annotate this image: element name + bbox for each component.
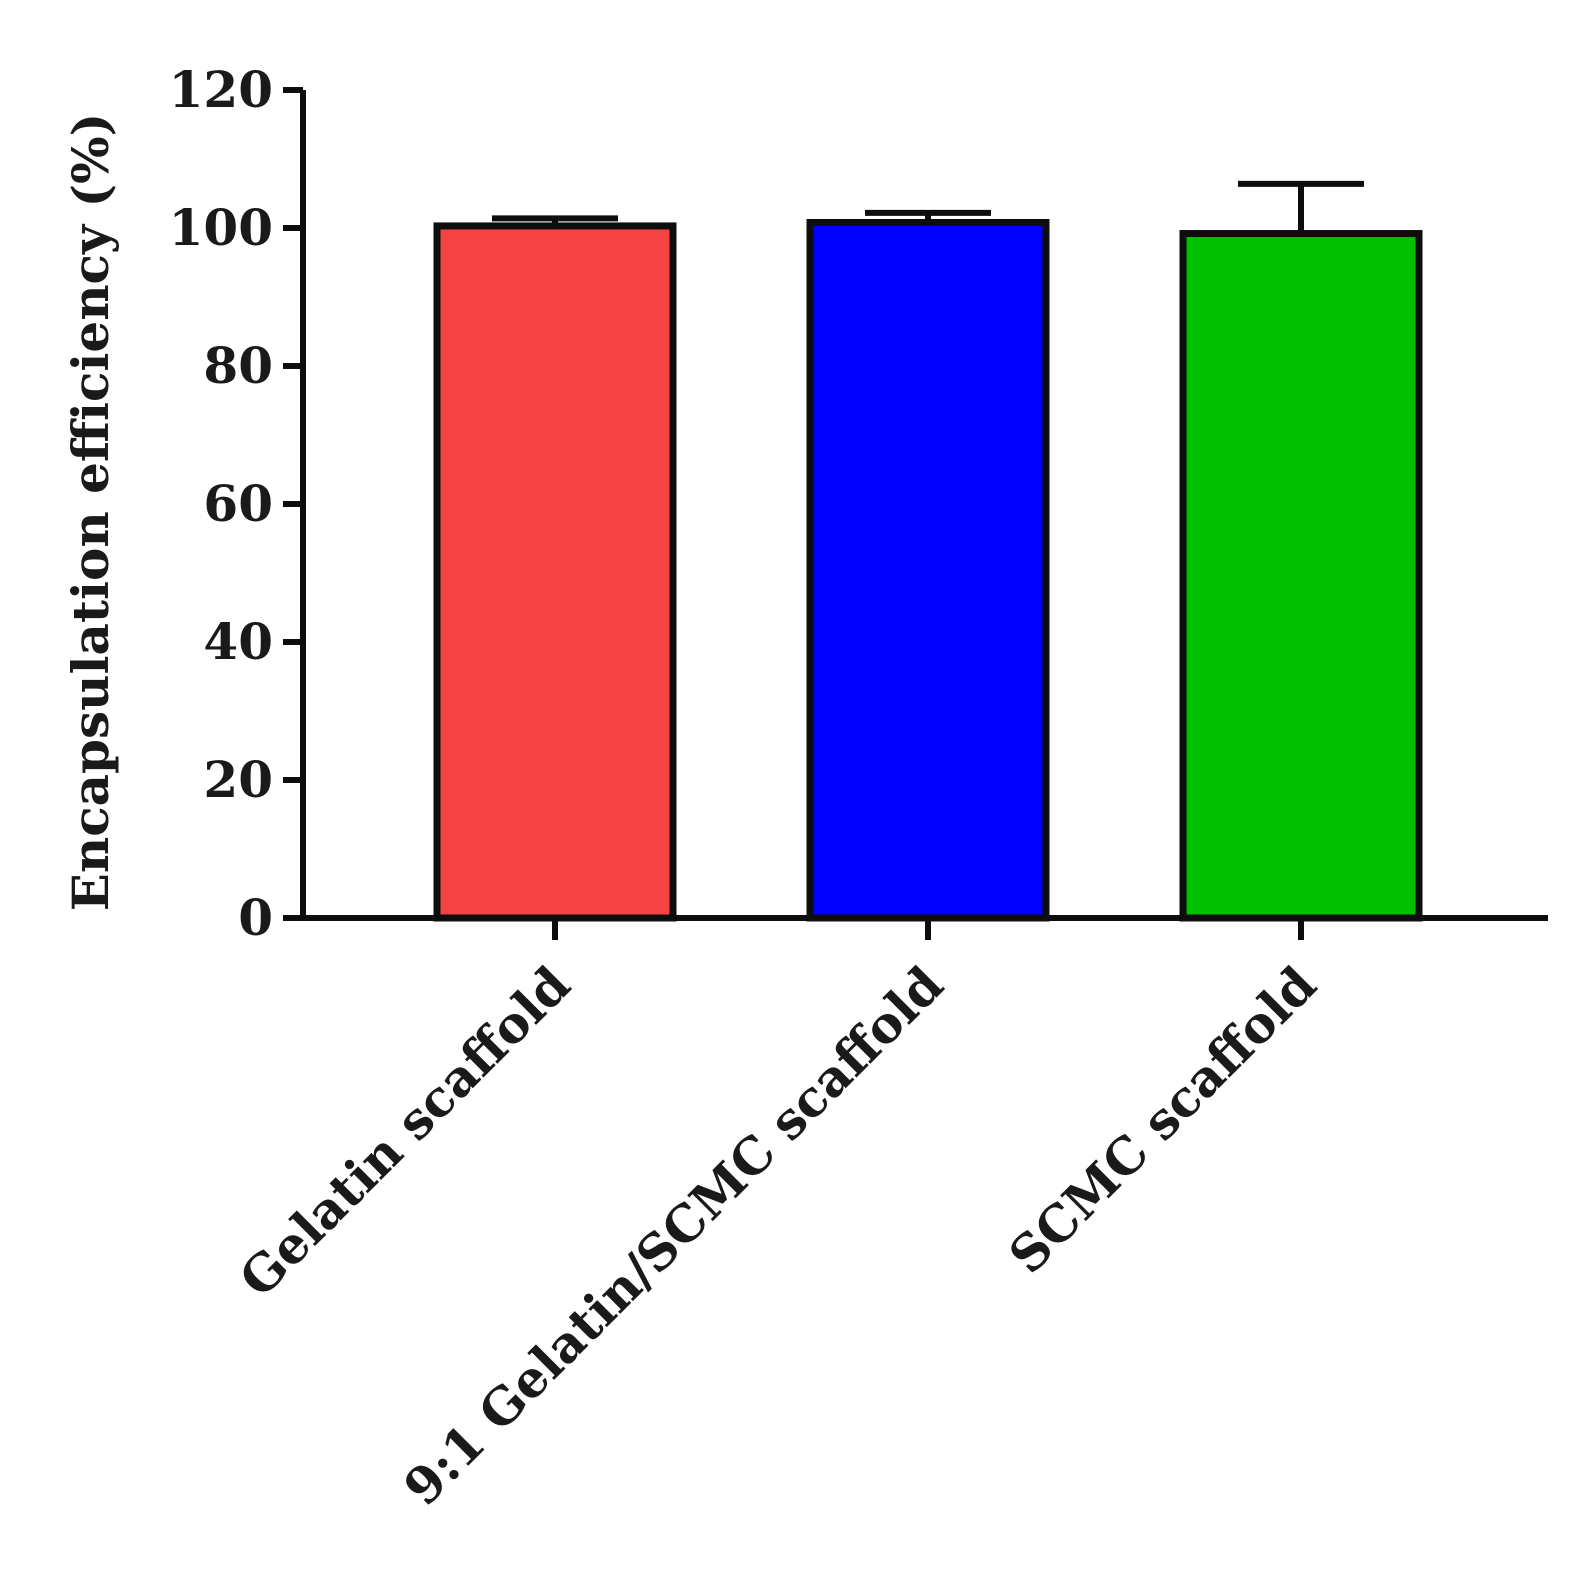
y-tick-label: 20 xyxy=(203,750,273,809)
category-label-3: SCMC scaffold xyxy=(997,955,1327,1285)
y-tick-label: 80 xyxy=(203,336,273,395)
error-bars xyxy=(492,180,1364,234)
y-tick-label: 120 xyxy=(169,60,273,119)
bar-2 xyxy=(806,218,1050,922)
bars xyxy=(433,218,1423,922)
y-tick-label: 40 xyxy=(203,612,273,671)
y-tick-label: 0 xyxy=(238,888,273,947)
y-tick-label: 60 xyxy=(203,474,273,533)
bar-3 xyxy=(1179,230,1423,922)
y-axis-title: Encapsulation efficiency (%) xyxy=(61,113,120,912)
category-label-1: Gelatin scaffold xyxy=(228,955,582,1309)
y-axis: 0 20 40 60 80 100 120 xyxy=(169,60,306,947)
bar-1 xyxy=(433,222,677,922)
y-tick-label: 100 xyxy=(169,198,273,257)
